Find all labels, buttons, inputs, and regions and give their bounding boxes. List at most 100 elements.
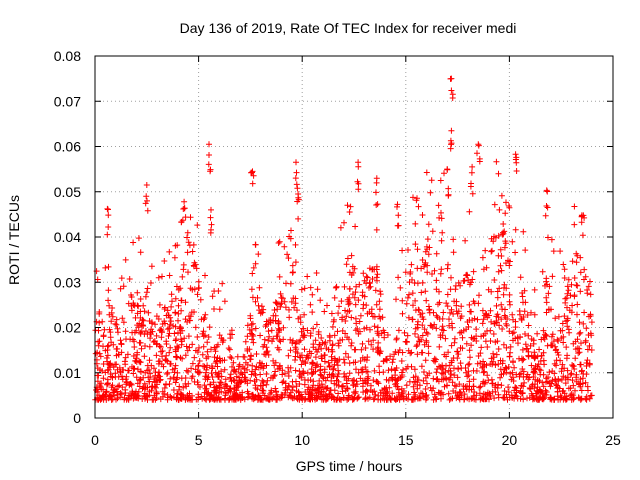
data-point — [507, 349, 514, 356]
data-point — [143, 289, 150, 296]
data-point — [517, 274, 524, 281]
data-point — [289, 384, 296, 391]
data-point — [252, 382, 259, 389]
data-point — [444, 291, 451, 298]
data-point — [374, 277, 380, 284]
data-point — [485, 377, 492, 384]
data-point — [440, 327, 447, 334]
data-point — [374, 201, 381, 208]
data-point — [171, 330, 178, 337]
data-point — [280, 378, 287, 385]
data-point — [504, 396, 511, 403]
data-point — [293, 394, 300, 401]
data-point — [98, 380, 105, 387]
data-point — [153, 390, 160, 397]
data-point — [310, 325, 317, 332]
data-point — [119, 315, 126, 322]
data-point — [433, 369, 440, 376]
data-point — [213, 358, 220, 365]
data-point — [375, 344, 381, 351]
data-point — [488, 355, 495, 362]
grid — [95, 56, 613, 418]
data-point — [271, 307, 278, 313]
data-point — [257, 371, 264, 378]
data-point — [250, 396, 257, 403]
data-point — [323, 393, 330, 400]
data-point — [260, 343, 267, 350]
data-point — [105, 263, 112, 270]
data-point — [571, 292, 578, 299]
data-point — [370, 337, 377, 344]
data-point — [157, 396, 164, 403]
data-point — [293, 159, 299, 166]
data-point — [159, 388, 166, 395]
data-point — [500, 370, 507, 377]
data-point — [482, 396, 489, 403]
data-point — [387, 353, 394, 360]
data-point — [492, 388, 499, 395]
data-point — [208, 370, 215, 377]
data-point — [578, 368, 585, 375]
data-point — [564, 290, 571, 297]
data-point — [556, 385, 563, 392]
data-point — [294, 185, 301, 192]
data-point — [176, 386, 182, 393]
data-point — [182, 380, 189, 387]
data-point — [352, 301, 359, 308]
data-point — [412, 241, 419, 248]
data-point — [135, 235, 142, 242]
data-point — [543, 333, 550, 339]
data-point — [371, 367, 378, 374]
data-point — [173, 283, 180, 290]
data-point — [412, 297, 419, 304]
data-point — [488, 235, 495, 242]
data-point — [168, 318, 174, 325]
data-point — [318, 353, 325, 360]
data-point — [476, 292, 482, 299]
data-point — [143, 392, 150, 399]
data-point — [246, 346, 253, 353]
data-point — [249, 391, 256, 398]
data-point — [94, 276, 101, 283]
data-point — [586, 342, 593, 349]
data-point — [100, 361, 107, 367]
data-point — [546, 283, 553, 290]
data-point — [456, 329, 463, 336]
data-point — [491, 277, 498, 283]
data-point — [345, 375, 352, 382]
data-point — [155, 274, 162, 281]
data-point — [248, 371, 255, 378]
data-point — [172, 309, 179, 316]
data-point — [152, 384, 159, 391]
data-point — [350, 359, 357, 366]
data-point — [560, 387, 567, 394]
data-point — [146, 366, 152, 373]
data-point — [351, 394, 358, 401]
data-point — [100, 343, 106, 350]
data-point — [468, 169, 475, 176]
data-point — [221, 357, 228, 364]
data-point — [216, 306, 223, 313]
data-point — [495, 268, 502, 275]
data-point — [459, 334, 466, 341]
data-point — [233, 382, 240, 389]
data-point — [477, 383, 484, 390]
data-point — [506, 328, 513, 335]
data-point — [392, 367, 399, 374]
data-point — [205, 334, 212, 340]
data-point — [422, 248, 429, 255]
data-point — [204, 348, 211, 355]
data-point — [573, 259, 580, 266]
data-point — [261, 336, 268, 343]
data-point — [137, 296, 144, 302]
data-point — [344, 385, 351, 392]
data-point — [373, 226, 380, 233]
data-point — [164, 371, 170, 377]
data-point — [422, 374, 429, 381]
data-point — [330, 366, 337, 373]
data-point — [524, 312, 531, 318]
data-point — [399, 310, 406, 317]
data-point — [423, 329, 430, 336]
data-point — [329, 393, 335, 399]
data-point — [250, 172, 257, 179]
